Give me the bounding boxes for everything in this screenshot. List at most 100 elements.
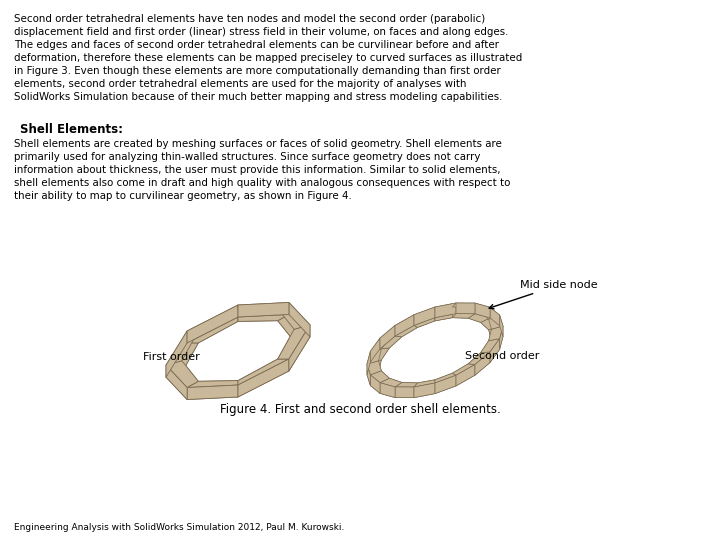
Polygon shape (380, 326, 402, 338)
Polygon shape (418, 310, 435, 327)
Polygon shape (182, 361, 198, 393)
Polygon shape (500, 315, 503, 336)
Polygon shape (238, 302, 289, 309)
Text: Shell elements are created by meshing surfaces or faces of solid geometry. Shell: Shell elements are created by meshing su… (14, 139, 502, 149)
Polygon shape (475, 352, 490, 375)
Polygon shape (367, 349, 382, 364)
Polygon shape (187, 305, 238, 343)
Polygon shape (187, 393, 238, 400)
Polygon shape (456, 303, 475, 314)
Polygon shape (370, 348, 390, 362)
Text: information about thickness, the user must provide this information. Similar to : information about thickness, the user mu… (14, 165, 500, 175)
Polygon shape (278, 314, 310, 341)
Polygon shape (370, 338, 380, 362)
Polygon shape (370, 381, 390, 393)
Polygon shape (435, 375, 456, 394)
Polygon shape (481, 312, 489, 330)
Polygon shape (395, 382, 418, 387)
Polygon shape (278, 309, 294, 341)
Polygon shape (468, 308, 481, 322)
Text: Mid side node: Mid side node (489, 280, 598, 309)
Polygon shape (370, 371, 390, 383)
Text: displacement field and first order (linear) stress field in their volume, on fac: displacement field and first order (line… (14, 27, 508, 37)
Polygon shape (390, 326, 402, 348)
Polygon shape (379, 349, 382, 372)
Polygon shape (402, 382, 418, 394)
Polygon shape (289, 325, 310, 371)
Polygon shape (367, 352, 370, 375)
Polygon shape (166, 361, 198, 388)
Polygon shape (390, 378, 402, 393)
Polygon shape (380, 389, 402, 397)
Polygon shape (367, 364, 370, 386)
Text: Second order: Second order (465, 352, 539, 361)
Text: in Figure 3. Even though these elements are more computationally demanding than : in Figure 3. Even though these elements … (14, 66, 500, 76)
Polygon shape (435, 373, 456, 383)
Text: deformation, therefore these elements can be mapped preciseley to curved surface: deformation, therefore these elements ca… (14, 53, 522, 63)
Polygon shape (370, 375, 380, 393)
Polygon shape (166, 365, 187, 400)
Polygon shape (187, 305, 238, 331)
Text: First order: First order (143, 352, 199, 362)
Polygon shape (367, 372, 382, 386)
Polygon shape (414, 307, 435, 317)
Polygon shape (414, 307, 435, 326)
Polygon shape (456, 364, 475, 386)
Polygon shape (238, 309, 278, 321)
Polygon shape (382, 371, 390, 389)
Polygon shape (435, 384, 456, 394)
Polygon shape (489, 326, 503, 341)
Polygon shape (289, 302, 310, 337)
Polygon shape (481, 318, 500, 330)
Polygon shape (187, 385, 238, 400)
Polygon shape (166, 331, 198, 365)
Polygon shape (238, 359, 289, 385)
Polygon shape (418, 380, 435, 394)
Polygon shape (166, 331, 187, 377)
Polygon shape (414, 390, 435, 397)
Text: their ability to map to curvilinear geometry, as shown in Figure 4.: their ability to map to curvilinear geom… (14, 191, 352, 201)
Polygon shape (238, 371, 289, 397)
Polygon shape (452, 307, 468, 318)
Text: shell elements also come in draft and high quality with analogous consequences w: shell elements also come in draft and hi… (14, 178, 510, 188)
Polygon shape (278, 302, 310, 329)
Polygon shape (380, 326, 395, 349)
Polygon shape (452, 364, 475, 375)
Text: Second order tetrahedral elements have ten nodes and model the second order (par: Second order tetrahedral elements have t… (14, 14, 485, 24)
Polygon shape (380, 383, 395, 397)
Polygon shape (468, 362, 490, 375)
Polygon shape (187, 317, 238, 343)
Polygon shape (452, 364, 468, 384)
Polygon shape (435, 307, 452, 321)
Polygon shape (395, 326, 418, 337)
Text: Shell Elements:: Shell Elements: (20, 123, 123, 136)
Polygon shape (380, 378, 402, 387)
Polygon shape (500, 326, 503, 349)
Text: primarily used for analyzing thin-walled structures. Since surface geometry does: primarily used for analyzing thin-walled… (14, 152, 480, 162)
Polygon shape (278, 329, 294, 371)
Text: Engineering Analysis with SolidWorks Simulation 2012, Paul M. Kurowski.: Engineering Analysis with SolidWorks Sim… (14, 523, 344, 532)
Polygon shape (367, 361, 382, 375)
Polygon shape (452, 374, 475, 386)
Polygon shape (489, 315, 503, 329)
Polygon shape (435, 303, 456, 310)
Polygon shape (166, 343, 198, 377)
Polygon shape (435, 303, 456, 318)
Polygon shape (278, 337, 310, 371)
Polygon shape (382, 338, 390, 360)
Text: elements, second order tetrahedral elements are used for the majority of analyse: elements, second order tetrahedral eleme… (14, 79, 467, 89)
Polygon shape (468, 353, 481, 374)
Polygon shape (238, 359, 289, 397)
Polygon shape (481, 339, 500, 353)
Polygon shape (414, 318, 435, 327)
Polygon shape (187, 381, 238, 388)
Polygon shape (238, 314, 289, 321)
Polygon shape (238, 302, 289, 317)
Polygon shape (238, 359, 278, 393)
Text: Figure 4. First and second order shell elements.: Figure 4. First and second order shell e… (220, 403, 500, 416)
Polygon shape (198, 309, 238, 343)
Polygon shape (468, 352, 490, 365)
Polygon shape (489, 336, 503, 352)
Polygon shape (166, 373, 198, 400)
Polygon shape (475, 303, 490, 318)
